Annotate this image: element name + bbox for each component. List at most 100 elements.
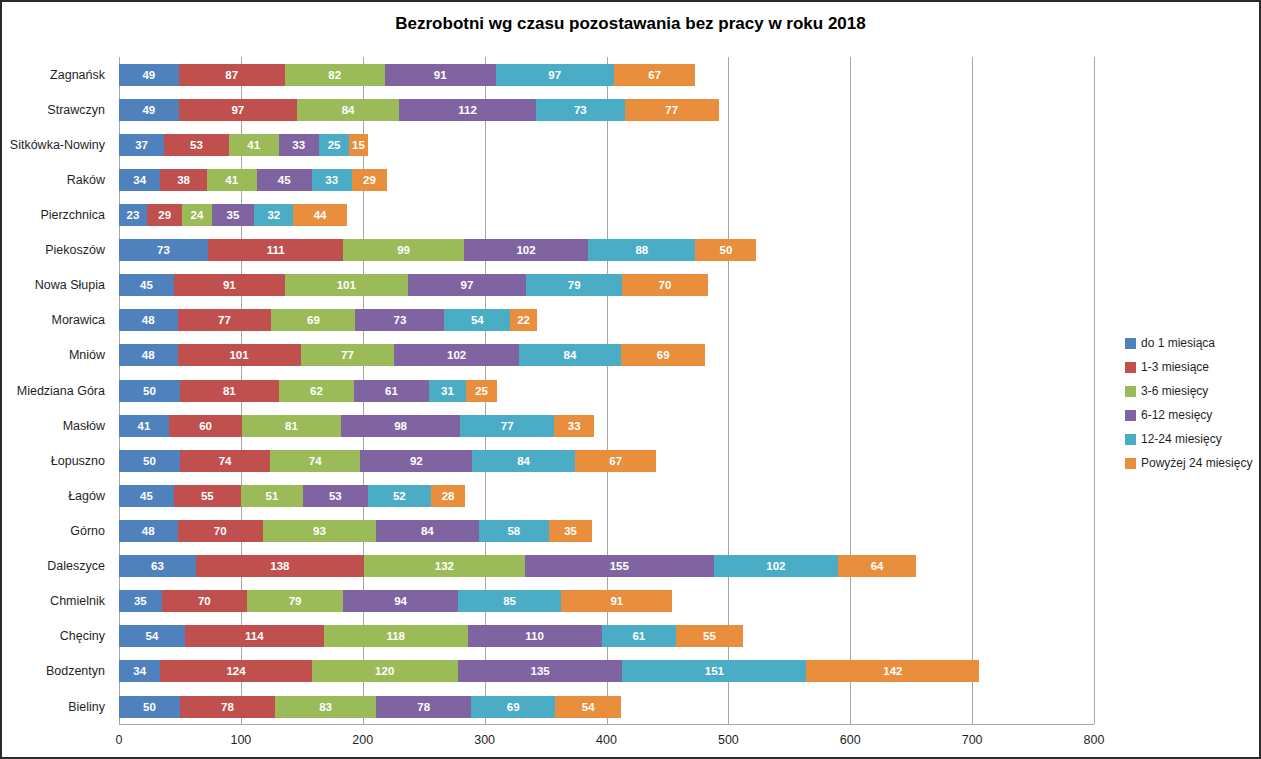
bar-value-label: 48	[142, 525, 155, 537]
chart-title: Bezrobotni wg czasu pozostawania bez pra…	[2, 14, 1259, 34]
category-label: Masłów	[2, 408, 112, 443]
bar-value-label: 45	[140, 490, 153, 502]
stacked-bar: 343841453329	[119, 169, 1094, 191]
bar-segment: 142	[806, 660, 979, 682]
bar-segment: 33	[312, 169, 352, 191]
bar-value-label: 61	[385, 385, 398, 397]
bar-segment: 50	[119, 696, 180, 718]
bar-segment: 82	[285, 64, 385, 86]
plot-area: 4987829197674997841127377375341332515343…	[119, 57, 1094, 725]
bar-row: 498782919767	[119, 57, 1094, 92]
bar-row: 507474928467	[119, 443, 1094, 478]
x-axis-tick-label: 800	[1084, 733, 1105, 747]
bar-segment: 85	[458, 590, 562, 612]
bar-segment: 33	[554, 415, 594, 437]
bar-segment: 91	[561, 590, 672, 612]
bar-segment: 70	[622, 274, 707, 296]
bar-segment: 84	[376, 520, 478, 542]
bar-row: 357079948591	[119, 584, 1094, 619]
bar-value-label: 58	[507, 525, 520, 537]
category-label: Łagów	[2, 478, 112, 513]
bar-value-label: 32	[267, 209, 280, 221]
x-axis-tick-label: 700	[962, 733, 983, 747]
bar-value-label: 97	[231, 104, 244, 116]
bar-value-label: 45	[278, 174, 291, 186]
bar-value-label: 35	[564, 525, 577, 537]
bar-value-label: 48	[142, 314, 155, 326]
bar-value-label: 99	[397, 244, 410, 256]
bar-value-label: 41	[247, 139, 260, 151]
bar-row: 73111991028850	[119, 233, 1094, 268]
legend-swatch-icon	[1125, 458, 1136, 469]
category-label: Miedziana Góra	[2, 373, 112, 408]
bar-value-label: 124	[226, 665, 245, 677]
bar-value-label: 15	[352, 139, 365, 151]
category-label: Morawica	[2, 303, 112, 338]
bar-segment: 22	[510, 309, 537, 331]
bar-segment: 45	[119, 274, 174, 296]
bar-segment: 77	[301, 344, 395, 366]
bar-segment: 70	[162, 590, 247, 612]
bar-row: 507883786954	[119, 689, 1094, 724]
bar-row: 6313813215510264	[119, 549, 1094, 584]
legend-item: do 1 miesiąca	[1125, 331, 1252, 355]
bar-value-label: 54	[582, 701, 595, 713]
bar-value-label: 29	[363, 174, 376, 186]
bar-value-label: 34	[133, 665, 146, 677]
bar-value-label: 97	[461, 279, 474, 291]
bar-segment: 87	[179, 64, 285, 86]
bar-segment: 41	[119, 415, 169, 437]
bar-segment: 84	[297, 99, 399, 121]
bar-value-label: 31	[441, 385, 454, 397]
bar-value-label: 120	[375, 665, 394, 677]
bar-segment: 61	[602, 625, 676, 647]
bar-segment: 45	[257, 169, 312, 191]
bar-value-label: 132	[435, 560, 454, 572]
bar-row: 4997841127377	[119, 92, 1094, 127]
bar-value-label: 69	[657, 349, 670, 361]
bar-segment: 38	[160, 169, 206, 191]
bar-segment: 91	[174, 274, 285, 296]
x-axis-tick-label: 500	[718, 733, 739, 747]
bar-value-label: 135	[530, 665, 549, 677]
legend-label: 12-24 miesięcy	[1141, 432, 1222, 446]
gridline	[1094, 57, 1095, 724]
bar-value-label: 24	[191, 209, 204, 221]
stacked-bar: 541141181106155	[119, 625, 1094, 647]
bar-segment: 25	[319, 134, 349, 156]
bar-segment: 53	[303, 485, 368, 507]
bar-value-label: 33	[325, 174, 338, 186]
bar-segment: 83	[275, 696, 376, 718]
bar-row: 48101771028469	[119, 338, 1094, 373]
bar-segment: 35	[549, 520, 592, 542]
bar-value-label: 74	[219, 455, 232, 467]
bar-segment: 50	[695, 239, 756, 261]
bar-segment: 28	[431, 485, 465, 507]
bar-segment: 77	[178, 309, 272, 331]
bar-segment: 69	[471, 696, 555, 718]
bar-value-label: 98	[394, 420, 407, 432]
bar-segment: 62	[279, 380, 355, 402]
bar-segment: 155	[525, 555, 714, 577]
bar-segment: 51	[241, 485, 303, 507]
category-label: Strawczyn	[2, 92, 112, 127]
bar-value-label: 70	[214, 525, 227, 537]
bar-row: 416081987733	[119, 408, 1094, 443]
bar-value-label: 50	[143, 701, 156, 713]
bar-value-label: 28	[442, 490, 455, 502]
bar-value-label: 67	[648, 69, 661, 81]
bar-value-label: 69	[307, 314, 320, 326]
bar-value-label: 51	[266, 490, 279, 502]
bar-segment: 41	[229, 134, 279, 156]
stacked-bar: 498782919767	[119, 64, 1094, 86]
bar-segment: 48	[119, 344, 178, 366]
bar-value-label: 85	[503, 595, 516, 607]
bar-value-label: 33	[568, 420, 581, 432]
bar-segment: 69	[271, 309, 355, 331]
bar-segment: 67	[614, 64, 696, 86]
bar-segment: 78	[376, 696, 471, 718]
bar-value-label: 70	[659, 279, 672, 291]
bar-value-label: 92	[410, 455, 423, 467]
bar-value-label: 112	[458, 104, 477, 116]
bar-segment: 94	[343, 590, 458, 612]
